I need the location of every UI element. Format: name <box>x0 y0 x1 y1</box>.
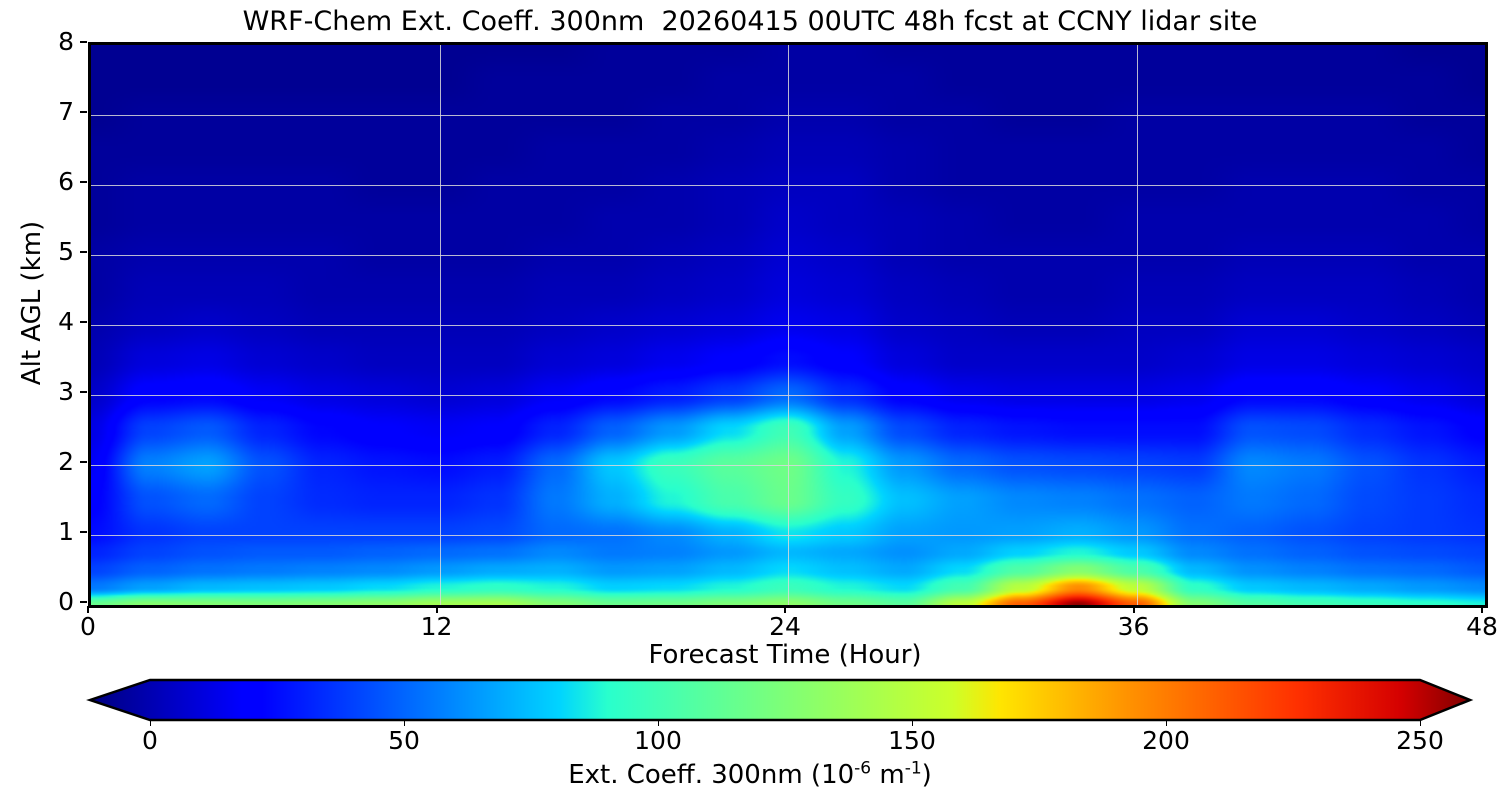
colorbar-label-mid: m <box>871 760 905 790</box>
y-tick-mark <box>80 531 87 533</box>
y-tick-label: 8 <box>58 27 74 56</box>
x-tick-label: 0 <box>80 612 96 641</box>
y-axis-label: Alt AGL (km) <box>17 220 47 386</box>
x-tick-label: 24 <box>769 612 801 641</box>
colorbar-tick-mark <box>150 720 151 726</box>
colorbar-tick-mark <box>404 720 405 726</box>
y-tick-label: 0 <box>58 587 74 616</box>
colorbar-tick-label: 50 <box>388 726 420 755</box>
heatmap-contour-field <box>91 45 1485 605</box>
colorbar-tick-mark <box>658 720 659 726</box>
y-tick-label: 2 <box>58 447 74 476</box>
y-tick-mark <box>80 181 87 183</box>
y-tick-label: 1 <box>58 517 74 546</box>
colorbar-label-text: Ext. Coeff. 300nm (10 <box>568 760 855 790</box>
y-tick-mark <box>80 111 87 113</box>
colorbar-label-exp1: -6 <box>854 758 872 779</box>
colorbar-tick-label: 200 <box>1142 726 1190 755</box>
y-tick-label: 3 <box>58 377 74 406</box>
x-tick-label: 48 <box>1466 612 1498 641</box>
page-title: WRF-Chem Ext. Coeff. 300nm 20260415 00UT… <box>242 6 1258 37</box>
colorbar-label-exp2: -1 <box>904 758 922 779</box>
colorbar-tick-mark <box>1420 720 1421 726</box>
colorbar-tick-label: 100 <box>634 726 682 755</box>
colorbar-tick-label: 150 <box>888 726 936 755</box>
y-tick-label: 7 <box>58 97 74 126</box>
colorbar-label: Ext. Coeff. 300nm (10-6 m-1) <box>0 760 1500 790</box>
x-tick-label: 36 <box>1117 612 1150 641</box>
x-tick-mark <box>435 606 438 613</box>
y-tick-label: 5 <box>58 237 74 266</box>
x-tick-mark <box>1481 606 1483 613</box>
y-tick-label: 4 <box>58 307 74 336</box>
y-tick-mark <box>80 251 87 253</box>
x-tick-mark <box>784 606 786 613</box>
y-tick-mark <box>80 41 87 43</box>
x-tick-label: 12 <box>420 612 453 641</box>
y-tick-mark <box>80 391 87 393</box>
colorbar: 0 50 100 150 200 250 Ext. Coeff. 300nm (10-6 … <box>0 672 1500 800</box>
colorbar-tick-label: 0 <box>142 726 158 755</box>
colorbar-tick-mark <box>1166 720 1167 726</box>
x-axis-label: Forecast Time (Hour) <box>648 640 922 670</box>
y-tick-mark <box>80 601 87 603</box>
y-tick-label: 6 <box>58 167 74 196</box>
y-tick-mark <box>80 461 87 463</box>
colorbar-gradient <box>86 678 1474 722</box>
colorbar-tick-mark <box>912 720 913 726</box>
x-tick-mark <box>1132 606 1135 613</box>
x-tick-mark <box>87 606 89 613</box>
y-tick-mark <box>80 321 87 323</box>
plot-area <box>88 42 1488 608</box>
colorbar-label-close: ) <box>921 760 932 790</box>
colorbar-tick-label: 250 <box>1396 726 1444 755</box>
